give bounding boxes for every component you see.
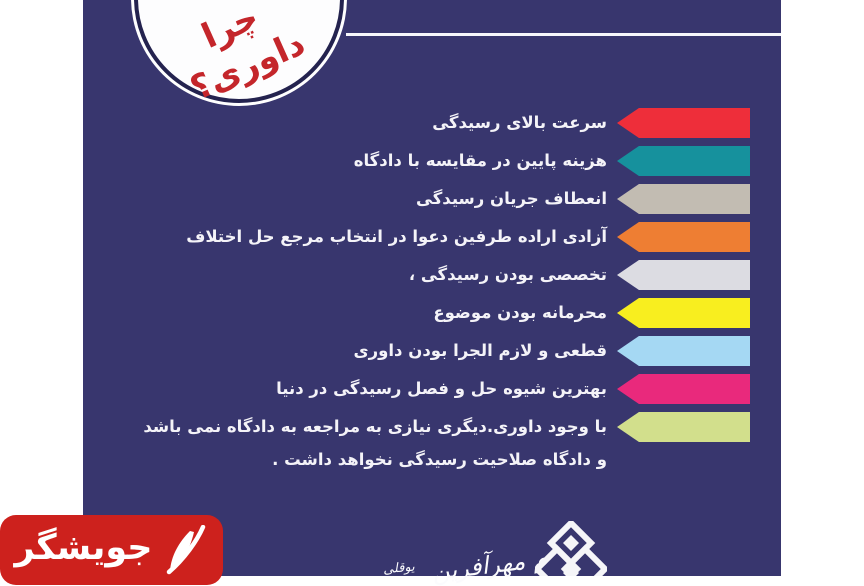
benefit-row-3: انعطاف جریان رسیدگی [143, 184, 750, 214]
benefit-row-6: محرمانه بودن موضوع [143, 298, 750, 328]
benefit-banner-2 [617, 146, 750, 176]
benefit-label-1: سرعت بالای رسیدگی [432, 113, 607, 132]
header-connector-line [346, 33, 781, 36]
benefit-banner-4 [617, 222, 750, 252]
watermark-plate: جویشگر [0, 515, 223, 585]
benefits-list: سرعت بالای رسیدگی هزینه پایین در مقایسه … [143, 108, 750, 469]
benefit-banner-1 [617, 108, 750, 138]
benefit-label-8: بهترین شیوه حل و فصل رسیدگی در دنیا [276, 379, 607, 398]
benefit-banner-6 [617, 298, 750, 328]
signature-calligraphy: م مهرآفرین یوقلی [379, 514, 549, 586]
benefit-row-2: هزینه پایین در مقایسه با دادگاه [143, 146, 750, 176]
benefit-banner-9 [617, 412, 750, 442]
benefit-row-8: بهترین شیوه حل و فصل رسیدگی در دنیا [143, 374, 750, 404]
benefit-label-9: با وجود داوری.دیگری نیازی به مراجعه به د… [143, 417, 607, 436]
watermark-label: جویشگر [14, 527, 153, 568]
benefit-banner-7 [617, 336, 750, 366]
diamond-emblem-icon [535, 521, 607, 576]
benefit-continuation-text: و دادگاه صلاحیت رسیدگی نخواهد داشت . [272, 450, 607, 469]
benefit-banner-3 [617, 184, 750, 214]
benefit-row-5: تخصصی بودن رسیدگی ، [143, 260, 750, 290]
benefit-label-4: آزادی اراده طرفین دعوا در انتخاب مرجع حل… [186, 227, 607, 246]
feather-slash-mark-icon [166, 525, 205, 575]
benefit-row-9: با وجود داوری.دیگری نیازی به مراجعه به د… [143, 412, 750, 442]
title-badge-circle: چرا داوری؟ [134, 0, 344, 109]
benefit-row-4: آزادی اراده طرفین دعوا در انتخاب مرجع حل… [143, 222, 750, 252]
benefit-banner-5 [617, 260, 750, 290]
benefit-row-7: قطعی و لازم الجرا بودن داوری [143, 336, 750, 366]
benefit-label-6: محرمانه بودن موضوع [433, 303, 607, 322]
signature-small-text: یوقلی [382, 559, 416, 578]
benefit-label-2: هزینه پایین در مقایسه با دادگاه [353, 151, 607, 170]
benefit-row-1: سرعت بالای رسیدگی [143, 108, 750, 138]
benefit-banner-8 [617, 374, 750, 404]
signature-main-text: م مهرآفرین [430, 544, 549, 586]
infographic-poster: چرا داوری؟ سرعت بالای رسیدگی هزینه پایین… [83, 0, 781, 586]
benefit-label-3: انعطاف جریان رسیدگی [416, 189, 607, 208]
benefit-label-5: تخصصی بودن رسیدگی ، [408, 265, 607, 284]
benefit-label-7: قطعی و لازم الجرا بودن داوری [353, 341, 608, 360]
